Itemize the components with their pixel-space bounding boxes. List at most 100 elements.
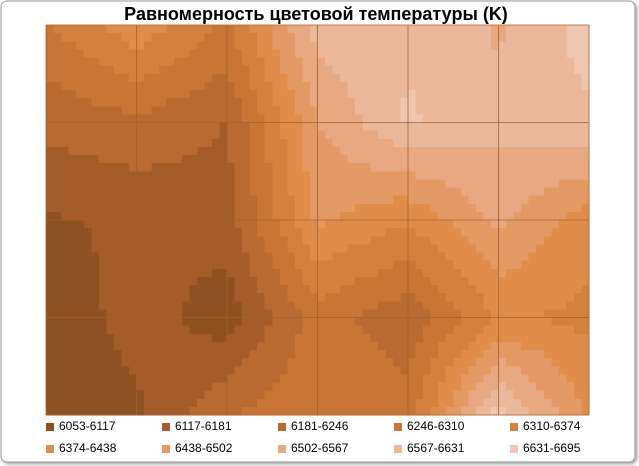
- contour-patch: [302, 25, 311, 34]
- contour-patch: [370, 406, 379, 416]
- contour-patch: [309, 187, 319, 197]
- contour-patch: [566, 276, 575, 286]
- contour-patch: [136, 98, 145, 107]
- contour-patch: [521, 138, 530, 148]
- contour-patch: [362, 187, 371, 197]
- contour-patch: [83, 187, 92, 197]
- contour-patch: [581, 122, 590, 132]
- contour-patch: [490, 211, 500, 221]
- contour-patch: [204, 374, 213, 384]
- contour-patch: [219, 90, 228, 99]
- contour-patch: [340, 276, 349, 286]
- contour-patch: [543, 366, 552, 375]
- contour-patch: [53, 33, 62, 42]
- contour-patch: [581, 81, 590, 91]
- contour-patch: [332, 163, 341, 172]
- contour-patch: [294, 171, 304, 180]
- contour-patch: [498, 244, 507, 254]
- contour-patch: [53, 333, 62, 343]
- contour-patch: [468, 236, 477, 245]
- contour-patch: [128, 155, 138, 164]
- contour-patch: [325, 309, 334, 319]
- contour-patch: [475, 333, 485, 343]
- contour-cell: [227, 25, 319, 124]
- contour-patch: [528, 358, 537, 367]
- contour-patch: [392, 350, 402, 359]
- contour-patch: [423, 358, 432, 367]
- contour-patch: [377, 41, 386, 50]
- contour-patch: [483, 366, 492, 375]
- contour-patch: [68, 285, 77, 294]
- contour-patch: [294, 25, 304, 34]
- contour-patch: [264, 317, 273, 327]
- contour-patch: [272, 341, 281, 351]
- contour-patch: [264, 73, 273, 83]
- contour-patch: [264, 341, 273, 351]
- contour-patch: [264, 374, 273, 384]
- contour-patch: [551, 195, 560, 205]
- contour-patch: [189, 187, 198, 197]
- contour-patch: [362, 106, 371, 115]
- contour-patch: [204, 366, 213, 375]
- contour-patch: [362, 333, 371, 343]
- contour-patch: [400, 358, 409, 367]
- contour-patch: [257, 187, 266, 197]
- contour-patch: [317, 390, 326, 400]
- contour-patch: [272, 187, 281, 197]
- contour-patch: [309, 325, 319, 335]
- contour-patch: [332, 358, 341, 367]
- contour-patch: [332, 350, 341, 359]
- contour-patch: [430, 276, 439, 286]
- contour-patch: [121, 211, 130, 221]
- contour-patch: [566, 285, 575, 294]
- contour-patch: [249, 155, 258, 164]
- contour-patch: [91, 366, 100, 375]
- contour-patch: [460, 309, 469, 319]
- contour-patch: [159, 122, 168, 132]
- contour-patch: [166, 366, 175, 375]
- contour-patch: [91, 252, 100, 262]
- contour-patch: [581, 65, 590, 75]
- contour-patch: [98, 65, 107, 75]
- contour-patch: [317, 244, 326, 254]
- contour-patch: [536, 122, 545, 132]
- contour-patch: [287, 90, 296, 99]
- contour-patch: [370, 358, 379, 367]
- contour-patch: [196, 374, 205, 384]
- contour-patch: [189, 195, 198, 205]
- contour-patch: [227, 130, 236, 140]
- contour-patch: [121, 98, 130, 107]
- contour-patch: [106, 90, 115, 99]
- contour-patch: [566, 220, 575, 229]
- contour-patch: [325, 398, 334, 408]
- contour-patch: [121, 73, 130, 83]
- contour-patch: [475, 260, 485, 270]
- contour-patch: [151, 390, 160, 400]
- contour-patch: [513, 374, 522, 384]
- contour-patch: [61, 65, 70, 75]
- contour-patch: [279, 309, 288, 319]
- contour-patch: [174, 276, 183, 286]
- contour-patch: [121, 374, 130, 384]
- contour-patch: [121, 309, 130, 319]
- contour-patch: [490, 73, 500, 83]
- contour-patch: [498, 211, 507, 221]
- contour-patch: [264, 195, 273, 205]
- contour-patch: [468, 41, 477, 50]
- contour-patch: [415, 25, 424, 34]
- contour-patch: [453, 146, 462, 156]
- contour-patch: [159, 179, 168, 189]
- contour-patch: [174, 244, 183, 254]
- contour-patch: [196, 236, 205, 245]
- contour-patch: [257, 171, 266, 180]
- contour-patch: [385, 228, 394, 237]
- contour-patch: [551, 236, 560, 245]
- contour-patch: [483, 260, 492, 270]
- contour-patch: [174, 179, 183, 189]
- contour-patch: [113, 211, 123, 221]
- contour-patch: [340, 57, 349, 67]
- contour-patch: [46, 358, 55, 367]
- contour-patch: [543, 252, 552, 262]
- contour-patch: [234, 211, 243, 221]
- contour-patch: [528, 41, 537, 50]
